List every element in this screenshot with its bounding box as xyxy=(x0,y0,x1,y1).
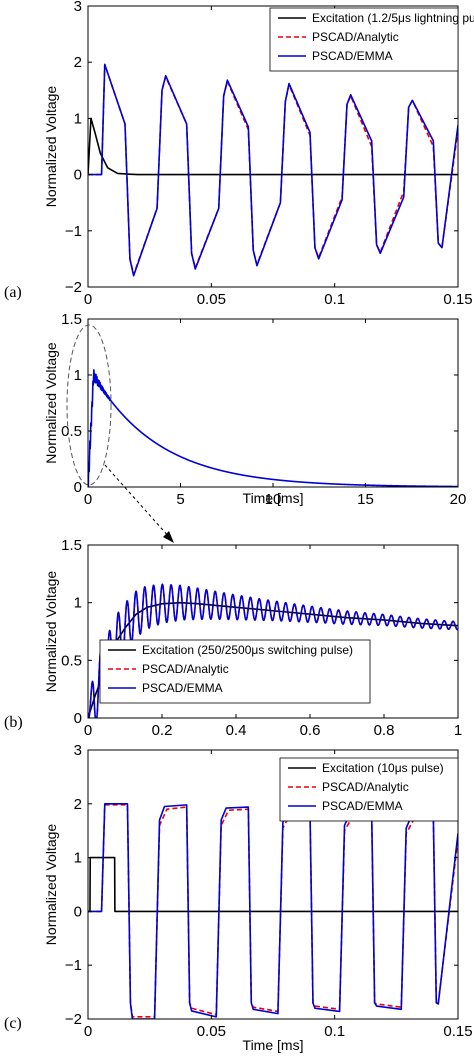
x-tick-label: 0.05 xyxy=(197,1023,226,1040)
x-tick-label: 0 xyxy=(84,491,92,508)
x-tick-label: 0.2 xyxy=(152,722,173,739)
x-tick-label: 20 xyxy=(450,491,467,508)
legend-entry: Excitation (250/2500μs switching pulse) xyxy=(142,643,353,657)
legend-entry: PSCAD/Analytic xyxy=(312,30,399,44)
y-tick-label: 0 xyxy=(74,903,82,920)
zoom-annotation xyxy=(66,324,174,543)
y-tick-label: 2 xyxy=(74,54,82,71)
x-tick-label: 0.4 xyxy=(226,722,247,739)
y-tick-label: 1 xyxy=(74,595,82,612)
y-tick-label: 0.5 xyxy=(61,423,82,440)
y-tick-label: −2 xyxy=(65,279,82,296)
plot-frame xyxy=(87,5,459,288)
series-line-pscad-emma xyxy=(88,63,458,277)
y-axis-label: Normalized Voltage xyxy=(43,824,59,946)
plot-frame xyxy=(87,749,459,1020)
x-axis-label: Time [ms] xyxy=(243,1037,304,1053)
y-tick-label: 1 xyxy=(74,850,82,867)
y-tick-label: 3 xyxy=(74,0,82,15)
legend: Excitation (250/2500μs switching pulse) P… xyxy=(99,639,371,704)
legend-entry: PSCAD/Analytic xyxy=(142,662,229,676)
x-tick-label: 0 xyxy=(84,722,92,739)
zoom-arrow-line xyxy=(104,464,171,539)
x-tick-label: 0.1 xyxy=(324,1023,345,1040)
x-tick-label: 0.6 xyxy=(300,722,321,739)
x-tick-label: 0.8 xyxy=(374,722,395,739)
y-tick-label: −2 xyxy=(65,1011,82,1028)
legend: Excitation (10μs pulse) PSCAD/Analytic PSC… xyxy=(279,757,459,822)
legend-entry: PSCAD/EMMA xyxy=(142,681,223,695)
plot-frame xyxy=(87,544,459,719)
plot-area xyxy=(88,802,458,1019)
x-tick-label: 1 xyxy=(454,722,462,739)
x-tick-label: 0.1 xyxy=(324,291,345,308)
plot-area xyxy=(88,369,458,487)
legend-entry: Excitation (10μs pulse) xyxy=(322,761,444,775)
series-line-pscad-emma xyxy=(88,802,458,1019)
y-axis-label: Normalized Voltage xyxy=(43,571,59,693)
x-axis-label: Time [ms] xyxy=(243,490,304,506)
y-axis-label: Normalized Voltage xyxy=(43,86,59,208)
series-line-pscad-analytic xyxy=(88,63,458,276)
panel-label: (b) xyxy=(4,714,23,731)
y-tick-label: 1 xyxy=(74,367,82,384)
y-tick-label: 1 xyxy=(74,110,82,127)
zoom-ellipse xyxy=(66,324,112,486)
y-tick-label: 0.5 xyxy=(61,652,82,669)
series-line-pscad-emma xyxy=(88,369,458,487)
series-line-pscad-emma xyxy=(88,583,458,718)
y-axis-label: Normalized Voltage xyxy=(43,342,59,464)
x-tick-label: 5 xyxy=(176,491,184,508)
y-tick-label: 1.5 xyxy=(61,311,82,328)
x-tick-label: 15 xyxy=(357,491,374,508)
plot-area xyxy=(88,63,458,277)
x-tick-label: 0.05 xyxy=(197,291,226,308)
y-tick-label: 1.5 xyxy=(61,537,82,554)
y-tick-label: −1 xyxy=(65,223,82,240)
plot-frame xyxy=(87,318,459,488)
x-tick-label: 0.15 xyxy=(443,1023,472,1040)
series-line-excitation-1-2-5-s-lightning-pulse xyxy=(88,117,458,176)
chart-3: 0 0.05 0.1 0.15 −2 −1 0 1 2 3 Normalized Voltage Ti… xyxy=(4,742,473,1053)
x-tick-label: 0 xyxy=(84,1023,92,1040)
panel-label: (c) xyxy=(4,1015,22,1032)
x-tick-label: 0 xyxy=(84,291,92,308)
legend-box xyxy=(99,639,371,704)
y-tick-label: −1 xyxy=(65,957,82,974)
y-tick-label: 0 xyxy=(74,167,82,184)
legend-entry: PSCAD/Analytic xyxy=(322,780,409,794)
panel-label: (a) xyxy=(4,284,22,301)
y-tick-label: 0 xyxy=(74,479,82,496)
chart-2: 0 0.2 0.4 0.6 0.8 1 0 0.5 1 1.5 Normalized Voltage… xyxy=(4,537,462,739)
series-line-excitation-10-s-pulse xyxy=(88,856,458,913)
y-tick-label: 3 xyxy=(74,742,82,759)
y-tick-label: 2 xyxy=(74,796,82,813)
legend-entry: PSCAD/EMMA xyxy=(312,49,393,63)
chart-0: 0 0.05 0.1 0.15 −2 −1 0 1 2 3 Normalized Voltage (a… xyxy=(4,0,474,308)
y-tick-label: 0 xyxy=(74,710,82,727)
zoom-arrow-head xyxy=(163,531,174,543)
x-tick-label: 0.15 xyxy=(443,291,472,308)
legend-entry: PSCAD/EMMA xyxy=(322,799,403,813)
x-tick-label: 10 xyxy=(265,491,282,508)
legend: Excitation (1.2/5μs lightning pulse) PSCA… xyxy=(269,7,474,72)
legend-entry: Excitation (1.2/5μs lightning pulse) xyxy=(312,11,474,25)
